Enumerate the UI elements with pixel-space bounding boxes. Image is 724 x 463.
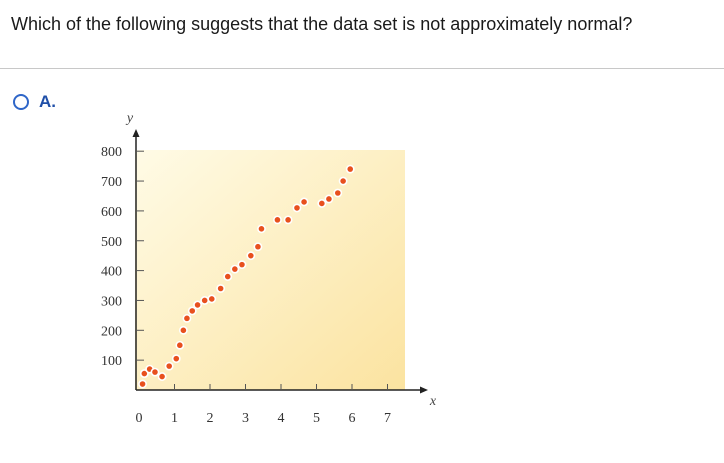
data-point [216, 284, 226, 293]
data-point [182, 313, 192, 323]
x-axis-label: x [429, 394, 437, 409]
y-axis-arrow [132, 129, 140, 137]
question-divider [0, 68, 724, 69]
data-point [187, 306, 197, 316]
radio-button-a[interactable] [13, 94, 29, 110]
data-point [157, 372, 167, 381]
data-points [138, 164, 355, 389]
scatter-plot: 100 200 300 400 500 600 700 800 0 1 2 3 4 5 6 7 y x [101, 111, 437, 426]
data-point [257, 224, 266, 234]
data-point [138, 379, 147, 389]
y-tick-label: 200 [101, 324, 122, 339]
data-point [171, 354, 181, 364]
option-a-label: A. [39, 92, 56, 111]
data-point [246, 251, 256, 261]
y-tick-label: 300 [101, 294, 122, 309]
data-point [299, 197, 309, 207]
data-point [273, 215, 282, 225]
data-point [237, 260, 247, 270]
data-point [223, 272, 233, 281]
data-point [175, 340, 185, 350]
data-point [139, 369, 149, 378]
y-tick-label: 400 [101, 265, 122, 280]
y-tick-labels: 100 200 300 400 500 600 700 800 [101, 145, 122, 369]
data-point [200, 296, 210, 305]
data-point [324, 194, 334, 204]
data-point [283, 215, 293, 225]
data-point [317, 199, 327, 208]
data-point [338, 176, 348, 186]
data-point [292, 203, 302, 213]
data-point [193, 300, 202, 310]
data-point [345, 164, 355, 174]
plot-area-background [135, 150, 405, 390]
x-tick-label: 0 [136, 411, 143, 426]
x-tick-label: 7 [384, 411, 391, 426]
data-point [333, 188, 343, 198]
y-tick-label: 800 [101, 145, 122, 160]
y-tick-label: 100 [101, 354, 122, 369]
data-point [253, 242, 263, 252]
x-tick-label: 5 [313, 411, 320, 426]
option-a[interactable]: A. [13, 92, 56, 112]
x-tick-label: 4 [278, 411, 285, 426]
data-point [230, 264, 240, 274]
x-tick-labels: 0 1 2 3 4 5 6 7 [136, 411, 392, 426]
data-point [164, 361, 174, 371]
x-tick-label: 2 [207, 411, 214, 426]
x-tick-label: 1 [171, 411, 178, 426]
y-tick-label: 600 [101, 205, 122, 220]
data-point [150, 367, 160, 377]
y-tick-label: 500 [101, 235, 122, 250]
x-axis-arrow [420, 386, 428, 394]
x-tick-label: 3 [242, 411, 249, 426]
y-tick-label: 700 [101, 175, 122, 190]
x-tick-label: 6 [349, 411, 356, 426]
axes [132, 129, 428, 394]
data-point [178, 325, 188, 335]
y-axis-label: y [125, 111, 134, 126]
data-point [207, 294, 217, 304]
question-text: Which of the following suggests that the… [11, 14, 633, 34]
